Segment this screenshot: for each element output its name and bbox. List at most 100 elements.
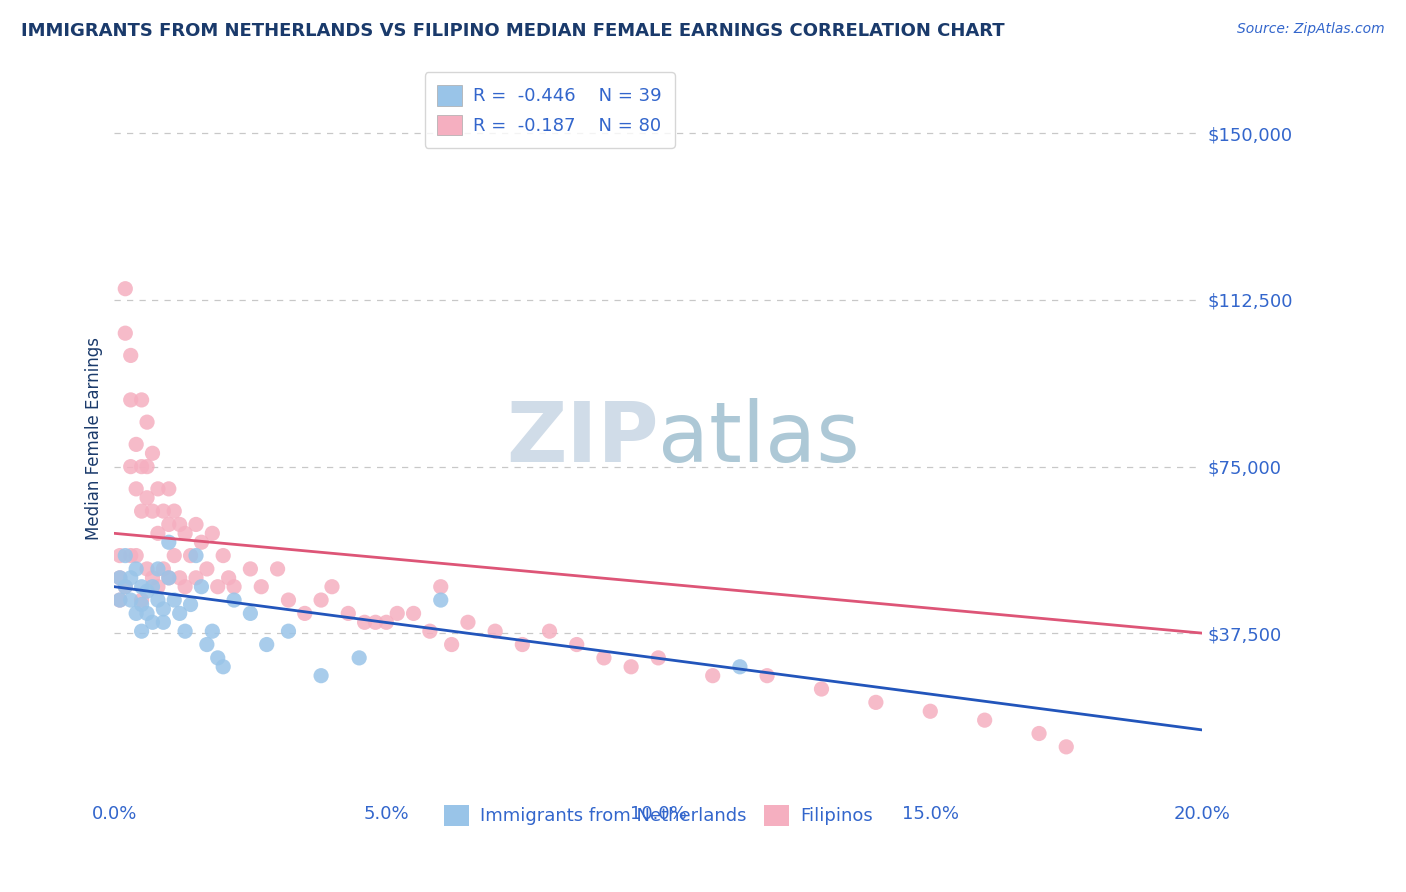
Point <box>131 624 153 639</box>
Point <box>146 580 169 594</box>
Point <box>184 549 207 563</box>
Point <box>131 459 153 474</box>
Point <box>1054 739 1077 754</box>
Point <box>920 704 942 718</box>
Point <box>457 615 479 630</box>
Point <box>484 624 506 639</box>
Point <box>131 580 153 594</box>
Point <box>131 392 153 407</box>
Point <box>207 651 229 665</box>
Point <box>728 660 751 674</box>
Point <box>973 713 995 727</box>
Point <box>347 651 370 665</box>
Point <box>190 580 212 594</box>
Point <box>375 615 398 630</box>
Point <box>440 638 463 652</box>
Point <box>108 571 131 585</box>
Point <box>419 624 441 639</box>
Point <box>141 580 163 594</box>
Point <box>136 459 159 474</box>
Point <box>120 348 142 362</box>
Point <box>146 593 169 607</box>
Point <box>136 562 159 576</box>
Point <box>125 482 148 496</box>
Point <box>222 580 245 594</box>
Point <box>131 598 153 612</box>
Point <box>294 607 316 621</box>
Point <box>256 638 278 652</box>
Point <box>1028 726 1050 740</box>
Point <box>239 562 262 576</box>
Point <box>152 615 174 630</box>
Point <box>174 624 197 639</box>
Point <box>538 624 561 639</box>
Point <box>429 580 451 594</box>
Point <box>184 517 207 532</box>
Point <box>620 660 643 674</box>
Point <box>169 517 191 532</box>
Point <box>146 562 169 576</box>
Point <box>169 607 191 621</box>
Point <box>702 668 724 682</box>
Point <box>250 580 273 594</box>
Point <box>212 660 235 674</box>
Point <box>114 580 136 594</box>
Point <box>218 571 240 585</box>
Point <box>309 593 332 607</box>
Point <box>146 526 169 541</box>
Point <box>120 459 142 474</box>
Point <box>108 593 131 607</box>
Point <box>865 695 887 709</box>
Point <box>207 580 229 594</box>
Y-axis label: Median Female Earnings: Median Female Earnings <box>86 337 103 541</box>
Point <box>321 580 343 594</box>
Point <box>201 526 224 541</box>
Point <box>108 571 131 585</box>
Point <box>337 607 360 621</box>
Point <box>157 571 180 585</box>
Point <box>387 607 409 621</box>
Point <box>512 638 534 652</box>
Point <box>810 681 832 696</box>
Point <box>429 593 451 607</box>
Point <box>125 607 148 621</box>
Point <box>353 615 375 630</box>
Point <box>277 624 299 639</box>
Point <box>141 571 163 585</box>
Point <box>402 607 425 621</box>
Point <box>163 549 186 563</box>
Point <box>277 593 299 607</box>
Point <box>180 598 202 612</box>
Point <box>131 593 153 607</box>
Point <box>120 392 142 407</box>
Point <box>239 607 262 621</box>
Point <box>120 593 142 607</box>
Point <box>163 593 186 607</box>
Point <box>125 437 148 451</box>
Point <box>309 668 332 682</box>
Point <box>108 549 131 563</box>
Point <box>222 593 245 607</box>
Point <box>136 607 159 621</box>
Point <box>108 593 131 607</box>
Point <box>157 571 180 585</box>
Point <box>266 562 288 576</box>
Point <box>141 504 163 518</box>
Text: IMMIGRANTS FROM NETHERLANDS VS FILIPINO MEDIAN FEMALE EARNINGS CORRELATION CHART: IMMIGRANTS FROM NETHERLANDS VS FILIPINO … <box>21 22 1005 40</box>
Point <box>190 535 212 549</box>
Point <box>152 602 174 616</box>
Point <box>152 562 174 576</box>
Point <box>157 482 180 496</box>
Point <box>114 282 136 296</box>
Text: Source: ZipAtlas.com: Source: ZipAtlas.com <box>1237 22 1385 37</box>
Point <box>756 668 779 682</box>
Point <box>114 549 136 563</box>
Point <box>174 526 197 541</box>
Point <box>163 504 186 518</box>
Point <box>157 535 180 549</box>
Point <box>565 638 588 652</box>
Point <box>120 549 142 563</box>
Point <box>169 571 191 585</box>
Point <box>195 638 218 652</box>
Point <box>146 482 169 496</box>
